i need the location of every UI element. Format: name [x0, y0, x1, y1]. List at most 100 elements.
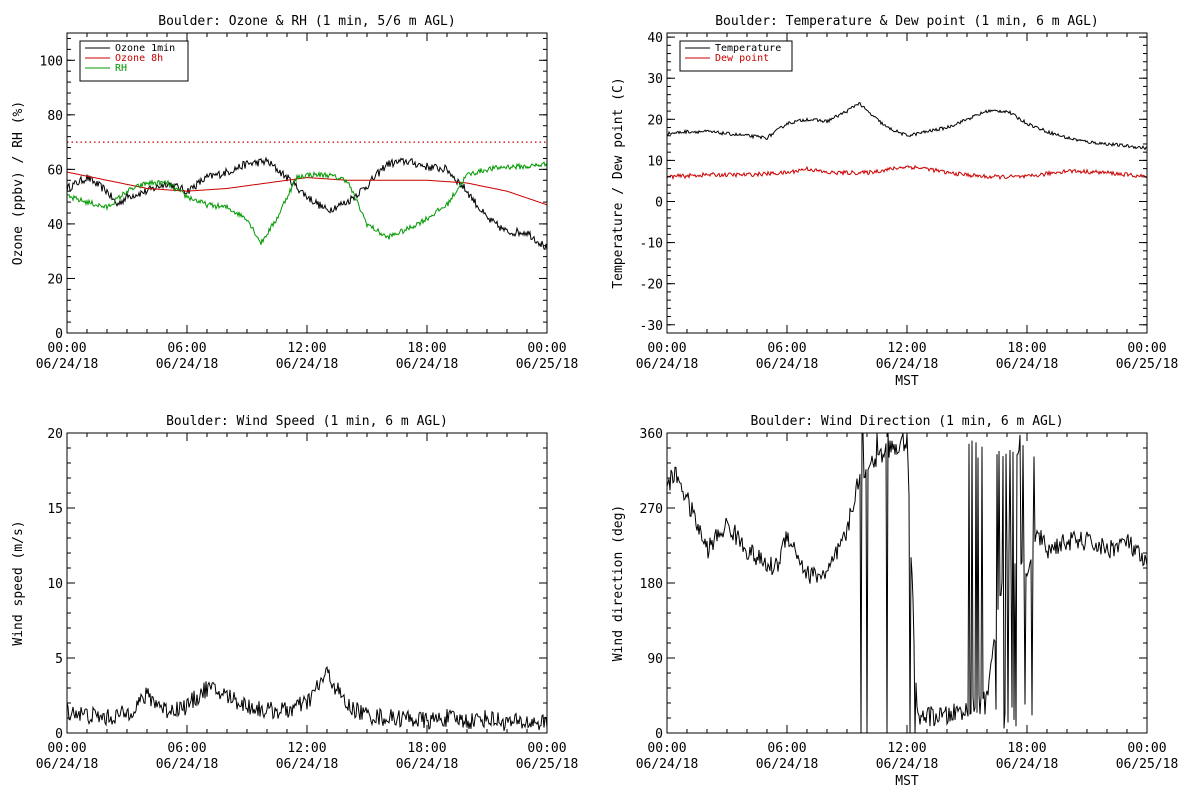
chart-title: Boulder: Ozone & RH (1 min, 5/6 m AGL) [158, 14, 455, 29]
x-tick-label-date: 06/24/18 [276, 757, 339, 772]
x-tick-label-date: 06/25/18 [516, 357, 579, 372]
x-tick-label-date: 06/24/18 [996, 357, 1059, 372]
y-tick-label: 0 [655, 727, 663, 742]
chart-title: Boulder: Temperature & Dew point (1 min,… [715, 14, 1099, 29]
panel-4: Boulder: Wind Direction (1 min, 6 m AGL)… [611, 414, 1178, 789]
series-group [667, 102, 1147, 181]
x-axis-label: MST [895, 774, 919, 789]
x-tick-label-time: 06:00 [767, 341, 806, 356]
x-tick-label-time: 18:00 [407, 741, 446, 756]
x-tick-label-date: 06/25/18 [1116, 357, 1179, 372]
y-tick-label: 0 [55, 327, 63, 342]
y-tick-label: 10 [47, 577, 63, 592]
panel-2: Boulder: Temperature & Dew point (1 min,… [611, 14, 1178, 389]
x-tick-label-time: 06:00 [167, 741, 206, 756]
x-tick-label-date: 06/24/18 [876, 757, 939, 772]
x-tick-label-time: 12:00 [287, 341, 326, 356]
chart-title: Boulder: Wind Direction (1 min, 6 m AGL) [750, 414, 1063, 429]
x-tick-label-time: 12:00 [887, 341, 926, 356]
series-line-2 [67, 171, 547, 206]
y-tick-label: 20 [47, 272, 63, 287]
x-tick-label-date: 06/25/18 [1116, 757, 1179, 772]
x-tick-label-time: 12:00 [287, 741, 326, 756]
x-tick-label-date: 06/24/18 [756, 357, 819, 372]
y-tick-label: 90 [647, 652, 663, 667]
y-axis-label: Ozone (ppbv) / RH (%) [11, 101, 26, 265]
y-tick-label: 20 [647, 113, 663, 128]
x-tick-label-time: 06:00 [767, 741, 806, 756]
chart-title: Boulder: Wind Speed (1 min, 6 m AGL) [166, 414, 448, 429]
y-tick-label: 15 [47, 502, 63, 517]
x-tick-label-time: 18:00 [1007, 341, 1046, 356]
y-tick-label: -20 [640, 278, 663, 293]
x-tick-label-date: 06/24/18 [36, 357, 99, 372]
y-tick-label: 30 [647, 72, 663, 87]
x-tick-label-date: 06/24/18 [876, 357, 939, 372]
y-tick-label: -30 [640, 319, 663, 334]
y-tick-label: 40 [47, 218, 63, 233]
x-tick-label-time: 00:00 [647, 741, 686, 756]
x-axis-label: MST [895, 374, 919, 389]
y-tick-label: 20 [47, 427, 63, 442]
x-tick-label-time: 18:00 [407, 341, 446, 356]
series-line-1 [67, 156, 547, 251]
x-tick-label-date: 06/24/18 [636, 357, 699, 372]
x-tick-label-date: 06/24/18 [636, 757, 699, 772]
x-tick-label-date: 06/24/18 [276, 357, 339, 372]
x-tick-label-date: 06/24/18 [396, 357, 459, 372]
y-tick-label: 0 [55, 727, 63, 742]
series-line-2 [667, 164, 1147, 181]
x-tick-label-date: 06/24/18 [756, 757, 819, 772]
x-tick-label-date: 06/25/18 [516, 757, 579, 772]
x-tick-label-date: 06/24/18 [36, 757, 99, 772]
y-tick-label: 100 [40, 54, 63, 69]
y-tick-label: 270 [640, 502, 663, 517]
y-axis-label: Wind direction (deg) [611, 505, 626, 662]
x-tick-label-date: 06/24/18 [996, 757, 1059, 772]
x-tick-label-time: 12:00 [887, 741, 926, 756]
series-group [67, 156, 547, 251]
x-tick-label-time: 00:00 [47, 741, 86, 756]
legend-label: Dew point [715, 53, 769, 64]
legend-label: Ozone 8h [115, 53, 163, 64]
y-tick-label: 5 [55, 652, 63, 667]
y-tick-label: 60 [47, 163, 63, 178]
y-tick-label: 180 [640, 577, 663, 592]
plot-frame [666, 32, 1148, 334]
y-tick-label: 0 [655, 195, 663, 210]
x-tick-label-date: 06/24/18 [156, 757, 219, 772]
x-tick-label-time: 00:00 [527, 741, 566, 756]
x-tick-label-time: 00:00 [527, 341, 566, 356]
y-tick-label: 40 [647, 31, 663, 46]
y-tick-label: 360 [640, 427, 663, 442]
x-tick-label-time: 06:00 [167, 341, 206, 356]
legend-label: Ozone 1min [115, 43, 175, 54]
panel-1: Boulder: Ozone & RH (1 min, 5/6 m AGL) 0 2… [11, 14, 578, 372]
x-tick-label-time: 18:00 [1007, 741, 1046, 756]
plot-frame [66, 432, 548, 734]
x-tick-label-time: 00:00 [647, 341, 686, 356]
series-line-1 [667, 433, 1147, 733]
panel-3: Boulder: Wind Speed (1 min, 6 m AGL) 0 5 10… [11, 414, 578, 772]
y-tick-label: 10 [647, 154, 663, 169]
series-line-1 [67, 666, 547, 731]
plot-frame [666, 432, 1148, 734]
y-axis-label: Wind speed (m/s) [11, 520, 26, 645]
series-group [67, 666, 547, 731]
series-line-3 [67, 161, 547, 245]
legend-label: Temperature [715, 43, 781, 54]
series-line-1 [667, 102, 1147, 151]
y-tick-label: 80 [47, 109, 63, 124]
legend-box [679, 40, 793, 72]
y-tick-label: -10 [640, 237, 663, 252]
legend-label: RH [115, 63, 127, 74]
series-group [667, 433, 1147, 733]
x-tick-label-date: 06/24/18 [156, 357, 219, 372]
x-tick-label-date: 06/24/18 [396, 757, 459, 772]
x-tick-label-time: 00:00 [1127, 741, 1166, 756]
y-axis-label: Temperature / Dew point (C) [611, 77, 626, 288]
x-tick-label-time: 00:00 [47, 341, 86, 356]
x-tick-label-time: 00:00 [1127, 341, 1166, 356]
